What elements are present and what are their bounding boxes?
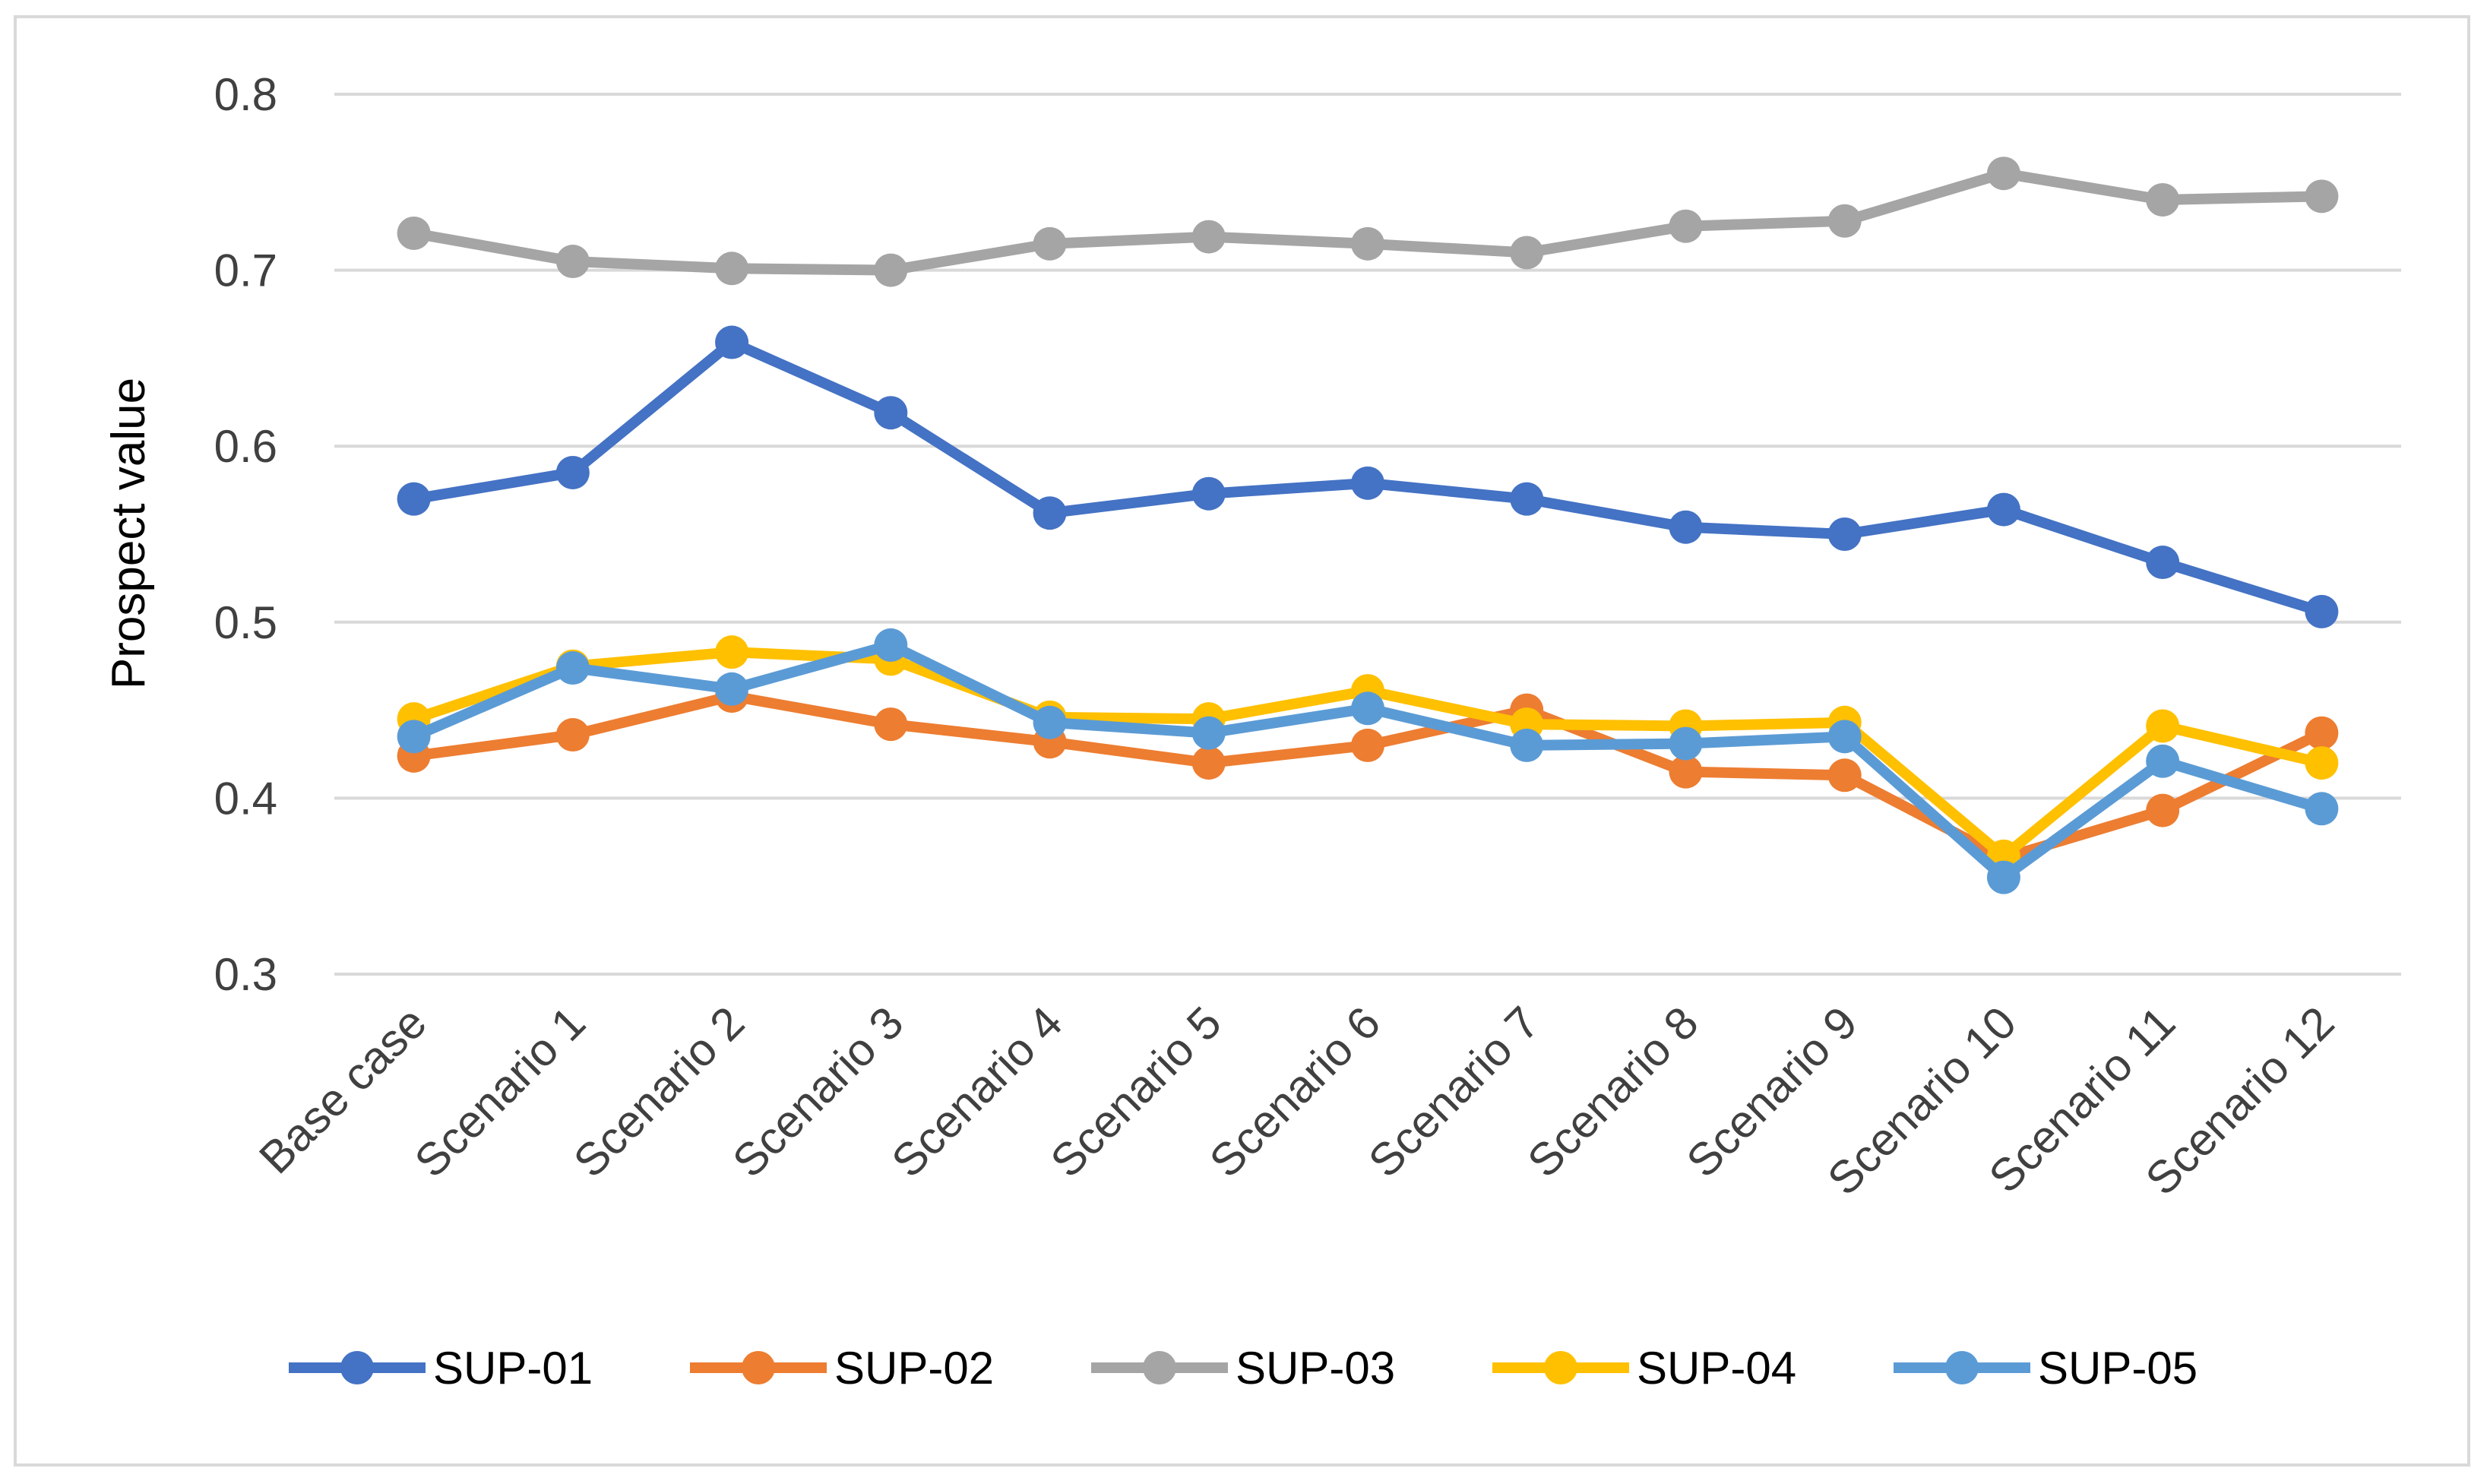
data-point <box>1827 758 1862 793</box>
x-tick-label: Scenario 5 <box>1041 997 1231 1187</box>
data-point <box>1033 496 1067 530</box>
data-point <box>555 651 590 685</box>
data-point <box>1351 226 1384 261</box>
legend-marker <box>1945 1351 1979 1384</box>
series-lines <box>397 157 2339 894</box>
data-point <box>715 635 749 669</box>
legend-label: SUP-04 <box>1637 1343 1796 1394</box>
data-point <box>1827 517 1862 551</box>
data-point <box>715 325 749 359</box>
data-point <box>1033 226 1067 261</box>
x-tick-label: Base case <box>249 997 435 1183</box>
y-tick-label: 0.6 <box>214 421 277 472</box>
legend-item: SUP-01 <box>289 1343 593 1394</box>
data-point <box>874 253 908 287</box>
y-axis-title: Prospect value <box>103 378 155 689</box>
data-point <box>1351 728 1384 762</box>
data-point <box>397 482 431 516</box>
data-point <box>1191 476 1226 511</box>
data-point <box>715 252 749 286</box>
data-point <box>555 718 590 752</box>
data-point <box>1191 746 1226 780</box>
y-tick-label: 0.3 <box>214 949 277 1000</box>
data-point <box>2146 182 2180 217</box>
data-point <box>1191 716 1226 750</box>
data-point <box>874 628 908 662</box>
data-point <box>1510 482 1544 516</box>
legend-item: SUP-05 <box>1894 1343 2197 1394</box>
y-tick-label: 0.7 <box>214 245 277 296</box>
x-tick-label: Scenario 6 <box>1200 997 1390 1187</box>
data-point <box>1669 510 1703 544</box>
data-point <box>1827 720 1862 754</box>
data-point <box>555 455 590 489</box>
data-point <box>1351 691 1384 726</box>
data-point <box>1510 236 1544 270</box>
data-point <box>1033 705 1067 739</box>
data-point <box>1986 157 2020 191</box>
y-tick-label: 0.8 <box>214 69 277 120</box>
data-point <box>2305 179 2339 214</box>
data-point <box>2305 746 2339 780</box>
legend-label: SUP-02 <box>834 1343 994 1394</box>
legend-marker <box>742 1351 775 1384</box>
x-tick-label: Scenario 8 <box>1517 997 1707 1187</box>
data-point <box>397 216 431 250</box>
data-point <box>555 245 590 279</box>
legend-label: SUP-03 <box>1236 1343 1395 1394</box>
legend-item: SUP-04 <box>1492 1343 1796 1394</box>
data-point <box>2146 709 2180 743</box>
legend-marker <box>1544 1351 1577 1384</box>
data-point <box>1827 204 1862 238</box>
data-point <box>2305 716 2339 750</box>
data-point <box>2146 793 2180 827</box>
series-sup-03 <box>397 157 2339 287</box>
data-point <box>1510 728 1544 762</box>
series-sup-01 <box>397 325 2339 628</box>
data-point <box>1191 220 1226 254</box>
y-tick-label: 0.5 <box>214 597 277 648</box>
data-point <box>2305 594 2339 628</box>
x-tick-label: Scenario 4 <box>882 997 1072 1187</box>
x-tick-label: Scenario 3 <box>723 997 913 1187</box>
data-point <box>2305 792 2339 826</box>
data-point <box>874 396 908 430</box>
legend-marker <box>1143 1351 1176 1384</box>
data-point <box>874 707 908 742</box>
x-tick-label: Scenario 1 <box>405 997 595 1187</box>
data-point <box>1669 726 1703 761</box>
data-point <box>1351 466 1384 500</box>
data-point <box>1669 209 1703 243</box>
x-tick-label: Scenario 2 <box>564 997 754 1187</box>
y-tick-label: 0.4 <box>214 773 277 824</box>
legend-item: SUP-02 <box>690 1343 994 1394</box>
legend-label: SUP-01 <box>433 1343 593 1394</box>
legend-marker <box>340 1351 374 1384</box>
data-point <box>1986 492 2020 527</box>
data-point <box>397 720 431 754</box>
data-point <box>715 672 749 706</box>
series-sup-05 <box>397 628 2339 894</box>
y-axis-ticks: 0.3 0.4 0.5 0.6 0.7 0.8 <box>214 69 277 1000</box>
legend: SUP-01 SUP-02 SUP-03 SUP-04 SUP-05 <box>289 1343 2197 1394</box>
data-point <box>1986 860 2020 894</box>
data-point <box>2146 744 2180 778</box>
data-point <box>2146 546 2180 580</box>
x-tick-label: Scenario 7 <box>1359 997 1549 1187</box>
legend-label: SUP-05 <box>2038 1343 2197 1394</box>
legend-item: SUP-03 <box>1091 1343 1395 1394</box>
data-point <box>1669 755 1703 789</box>
